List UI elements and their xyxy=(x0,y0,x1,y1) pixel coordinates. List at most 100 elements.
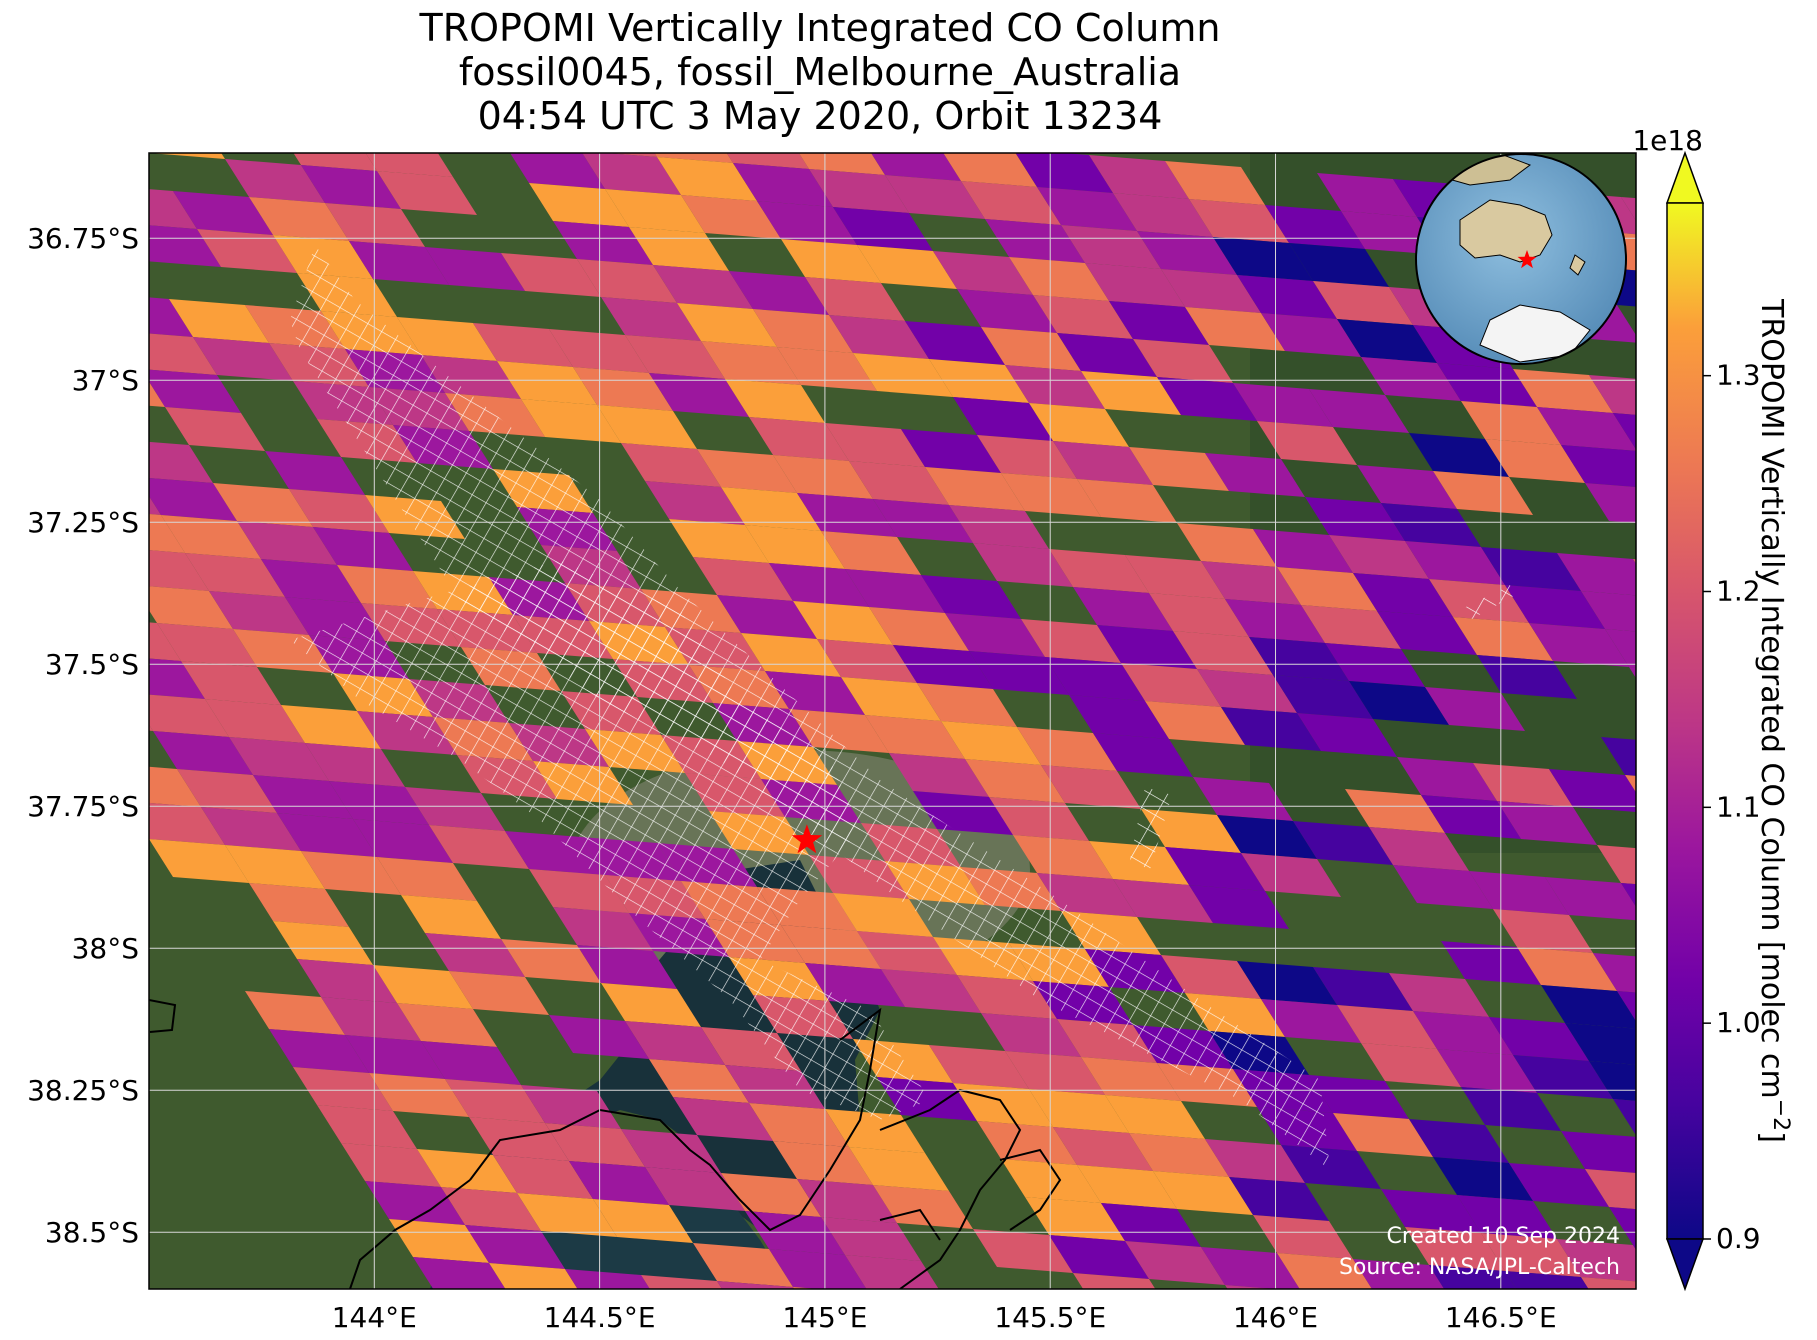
co-pixel xyxy=(405,787,505,831)
co-pixel xyxy=(1621,883,1636,907)
co-pixel xyxy=(809,169,909,213)
co-pixel xyxy=(697,449,797,493)
co-pixel xyxy=(1657,1283,1757,1327)
co-pixel xyxy=(1473,763,1573,807)
co-pixel xyxy=(269,1029,369,1073)
co-pixel xyxy=(397,1003,497,1047)
co-pixel xyxy=(149,724,153,731)
credits: Created 10 Sep 2024 Source: NASA/JPL-Cal… xyxy=(1339,1224,1620,1280)
co-pixel xyxy=(1081,371,1181,415)
co-pixel xyxy=(845,569,945,613)
co-pixel xyxy=(1121,663,1221,707)
co-pixel xyxy=(649,1059,749,1103)
target-marker-star xyxy=(791,824,823,854)
co-pixel xyxy=(1125,555,1225,599)
co-pixel xyxy=(325,203,425,247)
lat-tick-label: 38.5°S xyxy=(45,1216,139,1249)
co-pixel xyxy=(917,683,1017,727)
co-pixel xyxy=(1061,225,1161,269)
co-pixel xyxy=(1073,587,1173,631)
map-area[interactable] xyxy=(49,101,1773,1340)
co-pixel xyxy=(1557,553,1636,596)
co-pixel xyxy=(1045,657,1145,701)
co-pixel xyxy=(821,531,921,575)
co-pixel xyxy=(1277,1253,1372,1289)
co-pixel xyxy=(621,1129,721,1173)
lon-tick-label: 145°E xyxy=(782,1301,867,1334)
co-pixel xyxy=(1353,1259,1445,1289)
co-pixel xyxy=(1301,605,1401,649)
co-pixel xyxy=(149,839,249,883)
colorbar-ramp xyxy=(1666,202,1704,1240)
co-pixel xyxy=(1505,1271,1589,1289)
co-pixel xyxy=(1165,161,1265,205)
co-pixel xyxy=(973,543,1073,587)
co-pixel xyxy=(1293,821,1393,865)
co-pixel xyxy=(1337,1005,1437,1049)
co-pixel xyxy=(149,514,185,553)
co-pixel xyxy=(1277,567,1377,611)
co-pixel xyxy=(373,965,473,1009)
title-line-1: TROPOMI Vertically Integrated CO Column xyxy=(419,6,1221,50)
co-pixel xyxy=(1253,529,1353,573)
co-pixel xyxy=(177,769,277,813)
co-pixel xyxy=(281,705,381,749)
co-pixel xyxy=(1017,727,1117,771)
co-pixel xyxy=(501,939,601,983)
co-pixel xyxy=(401,895,501,939)
co-pixel xyxy=(149,297,193,337)
colorbar-tick-label: 1.3 xyxy=(1716,359,1761,392)
co-pixel xyxy=(653,265,753,309)
co-pixel xyxy=(1105,1095,1205,1139)
co-pixel xyxy=(1357,465,1457,509)
co-pixel xyxy=(693,1243,793,1287)
co-pixel xyxy=(793,601,893,645)
co-pixel xyxy=(1281,1145,1381,1189)
co-pixel xyxy=(549,1015,649,1059)
co-pixel xyxy=(149,550,209,591)
lat-tick-label: 38°S xyxy=(72,932,139,965)
co-pixel xyxy=(921,575,1021,619)
hatch-swath-1 xyxy=(290,245,1330,1170)
target-star-shape xyxy=(791,824,823,854)
source-credit: Source: NASA/JPL-Caltech xyxy=(1339,1255,1620,1280)
co-pixel xyxy=(1433,471,1533,515)
co-pixel xyxy=(1477,655,1577,699)
co-pixel xyxy=(397,317,497,361)
co-pixel xyxy=(253,775,353,819)
co-pixel xyxy=(377,171,477,215)
co-pixel xyxy=(649,373,749,417)
co-pixel xyxy=(1189,885,1289,929)
co-pixel xyxy=(749,1103,849,1147)
co-pixel xyxy=(1153,1171,1253,1215)
co-pixel xyxy=(825,423,925,467)
co-pixel xyxy=(229,737,329,781)
co-pixel xyxy=(1249,637,1349,681)
co-pixel xyxy=(1409,433,1509,477)
co-pixel xyxy=(673,1097,773,1141)
co-pixel xyxy=(1485,439,1585,483)
co-pixel xyxy=(654,153,733,163)
co-pixel xyxy=(1141,809,1241,853)
co-pixel xyxy=(1405,541,1505,585)
co-pixel xyxy=(197,229,297,273)
co-pixel xyxy=(1361,1043,1461,1087)
co-pixel xyxy=(1089,155,1189,199)
lon-tick-labels: 144°E 144.5°E 145°E 145.5°E 146°E 146.5°E xyxy=(332,1301,1557,1334)
chart-title: TROPOMI Vertically Integrated CO Column … xyxy=(150,6,1490,138)
co-pixel xyxy=(601,297,701,341)
co-pixel xyxy=(1189,199,1289,243)
co-pixel xyxy=(1077,1165,1177,1209)
co-pixel xyxy=(701,341,801,385)
co-pixel xyxy=(949,505,1049,549)
co-pixel xyxy=(1369,827,1469,871)
lon-tick-label: 146.5°E xyxy=(1445,1301,1557,1334)
co-pixel xyxy=(1229,1177,1329,1221)
co-pixel xyxy=(889,753,989,797)
co-pixel xyxy=(1313,281,1413,325)
co-pixel xyxy=(981,327,1081,371)
co-pixel xyxy=(741,633,841,677)
co-pixel xyxy=(553,907,653,951)
co-pixel xyxy=(1437,363,1537,407)
